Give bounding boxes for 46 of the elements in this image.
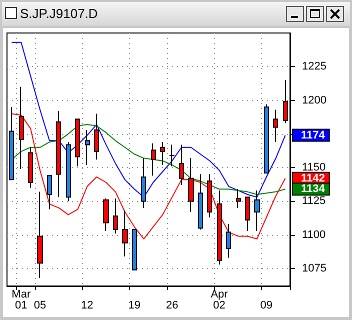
x-tick-label: 05: [34, 300, 46, 312]
candlestick: [37, 191, 43, 278]
y-tick-label: 1100: [302, 228, 326, 241]
data-label: 1142: [301, 172, 325, 184]
candlestick: [103, 198, 109, 232]
x-tick-label: Apr 02: [210, 288, 228, 312]
candlestick: [28, 146, 33, 188]
candlestick: [169, 144, 175, 167]
candlestick: [47, 175, 52, 210]
candlestick: [9, 106, 14, 180]
candlestick: [198, 174, 203, 230]
x-tick-label: 09: [260, 300, 273, 312]
x-tick-label: 26: [166, 300, 178, 312]
y-tick-label: 1075: [302, 262, 326, 275]
data-label: 1134: [301, 183, 326, 196]
candlestick: [75, 118, 80, 167]
candlestick: [254, 190, 260, 232]
chart-title: S.JP.J9107.D: [20, 6, 98, 21]
candlestick: [264, 104, 269, 174]
candlestick: [179, 144, 184, 186]
candlestick: [66, 142, 71, 202]
y-tick-label: 1200: [302, 94, 326, 106]
x-tick-label: Mar 01: [12, 288, 31, 312]
data-label: 1174: [301, 129, 326, 142]
candlestick: [151, 142, 156, 176]
y-tick-label: 1125: [302, 195, 326, 208]
candlestick: [141, 158, 146, 208]
candlestick: [273, 109, 278, 143]
x-tick-label: 12: [81, 300, 94, 312]
line-series: [11, 42, 286, 198]
candlestick: [207, 174, 212, 218]
candlestick: [245, 196, 250, 232]
candlestick: [283, 80, 288, 124]
candlestick: [94, 113, 99, 160]
line-series: [11, 124, 286, 195]
y-tick-label: 1150: [302, 162, 326, 174]
candlestick: [236, 188, 241, 208]
candlestick: [226, 224, 231, 258]
candlestick: [132, 228, 137, 270]
x-tick-label: 19: [128, 300, 140, 312]
y-tick-label: 1225: [302, 60, 326, 73]
candlestick: [85, 129, 90, 166]
candlestick: [113, 198, 118, 234]
candlestick: [56, 110, 61, 198]
candlestick: [160, 142, 165, 166]
candlestick: [188, 158, 194, 212]
